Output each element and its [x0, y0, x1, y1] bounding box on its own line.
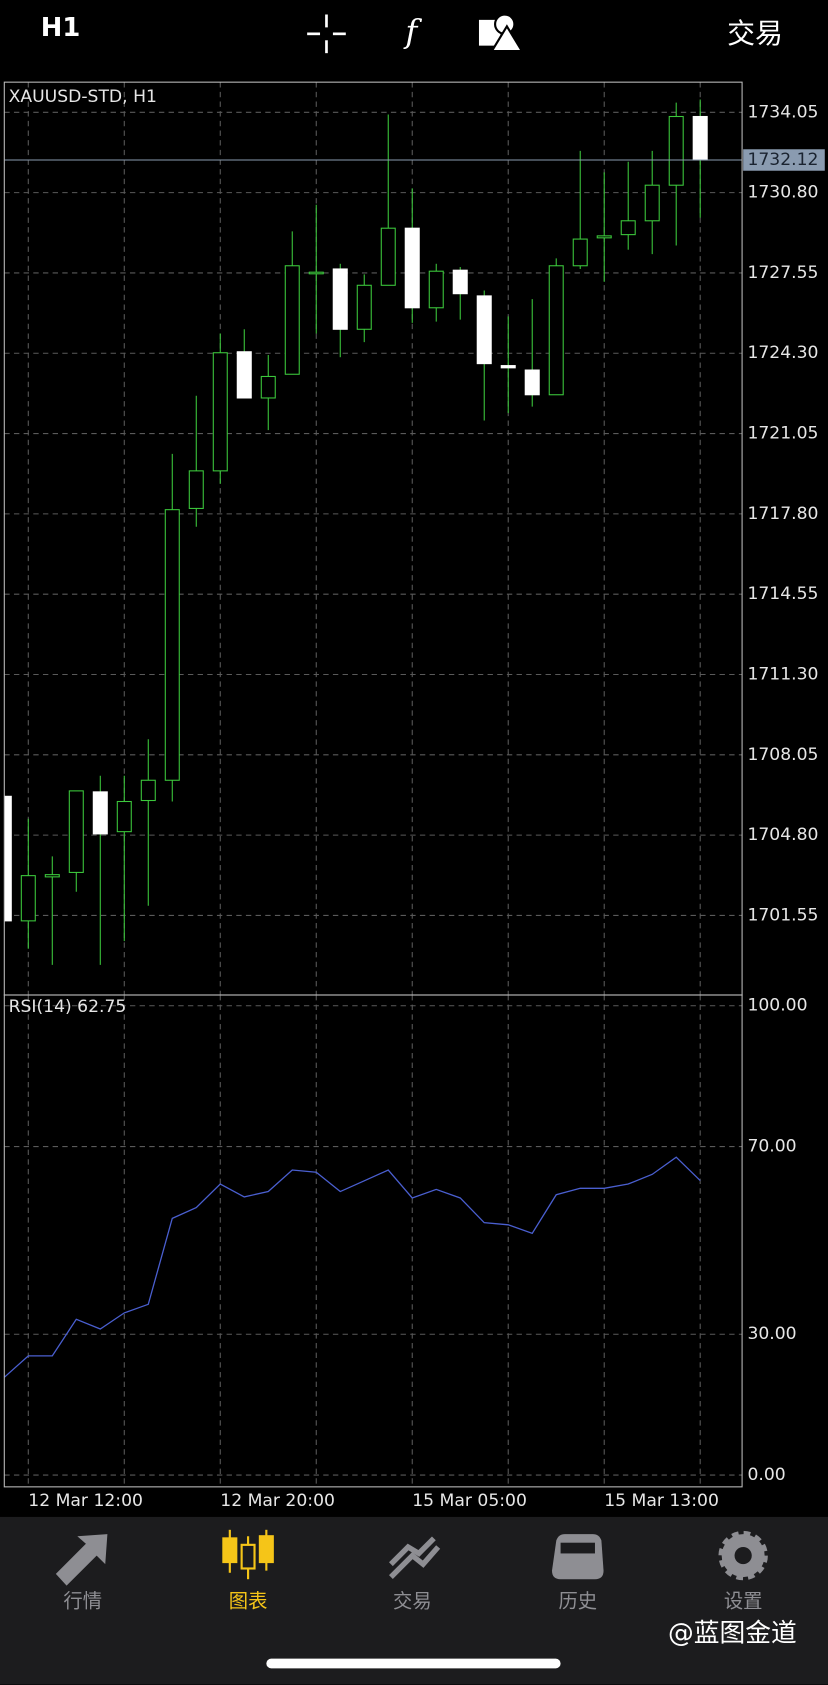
candle-body: [44, 874, 60, 878]
tab-label[interactable]: 设置: [724, 1589, 763, 1612]
candle-body: [68, 790, 84, 873]
candle-body: [620, 220, 636, 236]
history-icon: [552, 1534, 604, 1580]
candle-body: [596, 235, 612, 239]
candle-body: [428, 270, 444, 309]
y-tick-label: 1721.05: [747, 424, 818, 444]
x-tick-label: 12 Mar 12:00: [28, 1491, 143, 1511]
candle-body: [668, 115, 684, 186]
y-tick-label: 70.00: [747, 1137, 796, 1157]
candle-body: [284, 265, 300, 375]
candle-body: [308, 271, 324, 275]
candle-body: [4, 795, 12, 922]
candle-body: [644, 184, 660, 222]
y-tick-label: 1704.80: [747, 825, 818, 845]
y-tick-label: 1701.55: [747, 905, 818, 925]
candle-body: [140, 779, 156, 802]
y-tick-label: 1717.80: [747, 504, 818, 524]
quotes-icon: [55, 1534, 108, 1586]
candle-body: [236, 351, 252, 399]
candle-body: [188, 470, 204, 509]
tab-bar: [0, 1516, 828, 1685]
candle-body: [20, 875, 36, 922]
chart-title: XAUUSD-STD, H1: [9, 87, 157, 107]
candle-body: [356, 284, 372, 330]
rsi-frame: [3, 994, 743, 1488]
candle-body: [116, 800, 132, 833]
candle-body: [548, 265, 564, 396]
current-price-box: [743, 149, 825, 171]
tab-label[interactable]: 图表: [229, 1589, 268, 1612]
watermark: @蓝图金道: [668, 1618, 797, 1648]
y-tick-label: 100.00: [747, 996, 807, 1016]
candle-body: [92, 791, 108, 835]
x-tick-label: 15 Mar 13:00: [604, 1491, 719, 1511]
candle-body: [452, 269, 468, 295]
tab-label[interactable]: 交易: [393, 1589, 432, 1612]
chart-icon: [222, 1529, 274, 1580]
trade-icon: [389, 1536, 441, 1579]
candle-body: [260, 375, 276, 399]
candle-body: [332, 268, 348, 330]
candle-body: [212, 352, 228, 472]
current-price-label: 1732.12: [747, 150, 818, 170]
candle-body: [404, 227, 420, 309]
candle-body: [476, 295, 492, 365]
y-tick-label: 1711.30: [747, 664, 818, 684]
candle-body: [692, 115, 708, 161]
x-tick-label: 15 Mar 05:00: [412, 1491, 527, 1511]
home-indicator: [266, 1658, 561, 1669]
y-tick-label: 1734.05: [747, 102, 818, 122]
y-tick-label: 0.00: [747, 1465, 785, 1485]
crosshair-button[interactable]: [307, 14, 346, 54]
y-tick-label: 1708.05: [747, 745, 818, 765]
x-tick-label: 12 Mar 20:00: [220, 1491, 335, 1511]
y-tick-label: 30.00: [747, 1324, 796, 1344]
y-tick-label: 1727.55: [747, 263, 818, 283]
rsi-pane: [4, 994, 743, 1487]
y-tick-label: 1714.55: [747, 584, 818, 604]
tab-label[interactable]: 行情: [63, 1589, 102, 1612]
price-pane: [4, 82, 743, 995]
candle-body: [380, 227, 396, 286]
y-tick-label: 1724.30: [747, 343, 818, 363]
tab-label[interactable]: 历史: [558, 1589, 597, 1612]
rsi-title: RSI(14) 62.75: [9, 997, 127, 1017]
timeframe-button[interactable]: H1: [41, 13, 81, 43]
candle-body: [572, 238, 588, 267]
candle-body: [500, 365, 516, 369]
axes: 1734.05 1730.80 1727.55 1724.30 1721.05 1717.…: [28, 102, 825, 1511]
rsi-line: [4, 1156, 701, 1378]
objects-button[interactable]: [478, 13, 524, 53]
candle-body: [164, 509, 180, 781]
candle-body: [524, 369, 540, 396]
trade-button[interactable]: 交易: [727, 17, 783, 50]
y-tick-label: 1730.80: [747, 183, 818, 203]
settings-icon: [718, 1530, 768, 1581]
